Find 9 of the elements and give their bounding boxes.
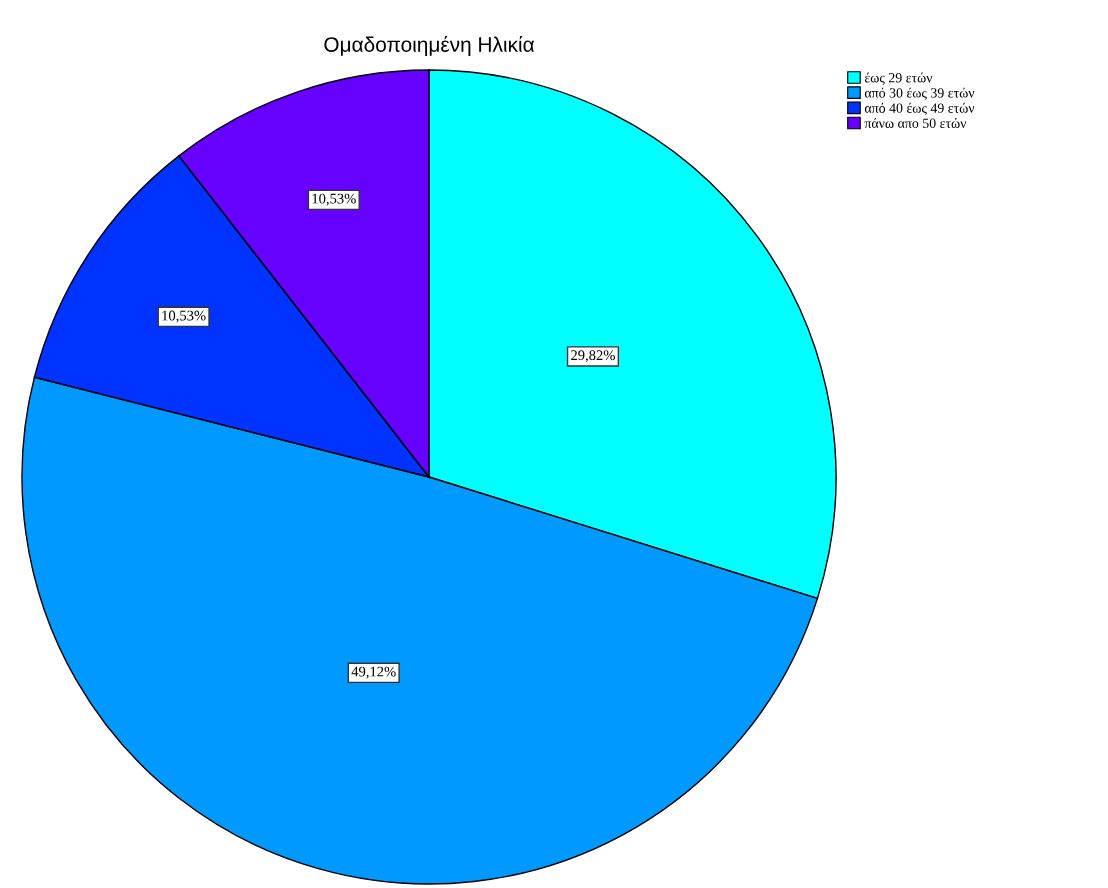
- chart-title: Ομαδοποιημένη Ηλικία: [324, 35, 535, 56]
- data-label: 49,12%: [351, 666, 396, 679]
- legend-label: πάνω απο 50 ετών: [864, 118, 967, 128]
- legend-label: από 40 έως 49 ετών: [864, 102, 975, 116]
- legend-label: έως 29 ετών: [864, 72, 933, 85]
- data-label: 29,82%: [571, 350, 615, 363]
- legend-label: από 30 έως 39 ετών: [864, 87, 975, 100]
- data-label: 10,53%: [312, 193, 356, 206]
- data-label: 10,53%: [162, 310, 206, 323]
